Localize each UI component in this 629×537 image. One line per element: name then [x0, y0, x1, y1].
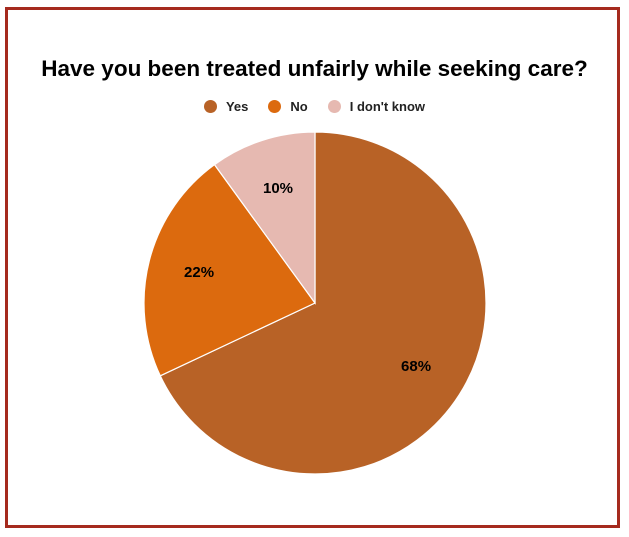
- slice-value-label-yes: 68%: [401, 358, 431, 375]
- legend-label-dont-know: I don't know: [349, 99, 426, 114]
- legend-label-no: No: [290, 99, 308, 114]
- legend-swatch-dont-know: [327, 100, 341, 113]
- pie-slice-no: [143, 163, 316, 377]
- slice-value-label-dont-know: 10%: [263, 180, 293, 197]
- chart-title: Have you been treated unfairly while see…: [41, 56, 588, 81]
- legend-item-no: No: [268, 99, 308, 114]
- legend-swatch-yes: [203, 100, 217, 113]
- slice-value-label-no: 22%: [184, 264, 214, 281]
- pie-slice-dont-know: [213, 131, 316, 305]
- chart-legend: Yes No I don't know: [0, 99, 629, 114]
- legend-item-dont-know: I don't know: [327, 99, 426, 114]
- pie-slice-yes: [159, 131, 487, 475]
- legend-item-yes: Yes: [203, 99, 249, 114]
- legend-label-yes: Yes: [225, 99, 249, 114]
- legend-swatch-no: [268, 100, 282, 113]
